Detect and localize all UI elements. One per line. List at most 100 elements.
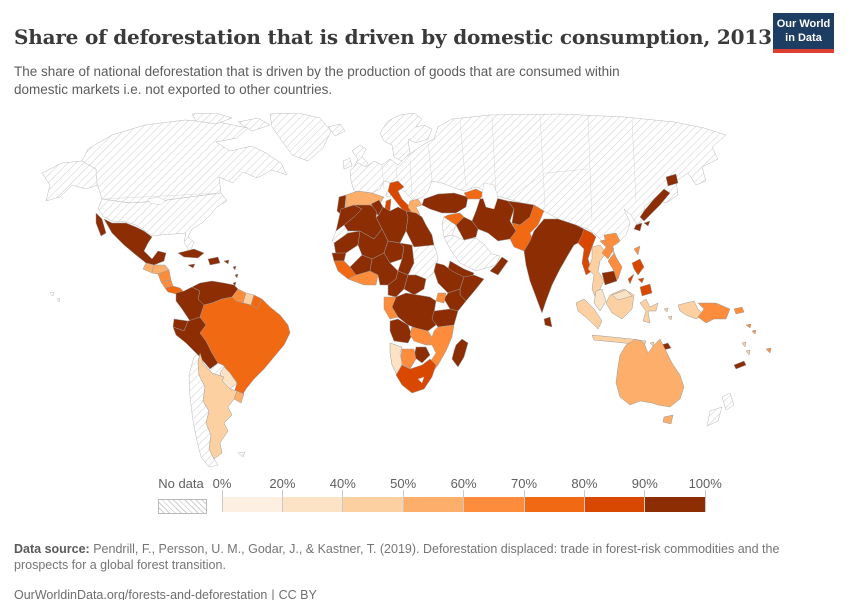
legend-bin[interactable] [403, 497, 464, 512]
country-united-kingdom[interactable] [351, 144, 369, 172]
country-south-africa[interactable] [395, 358, 437, 394]
data-source-label: Data source: [14, 541, 90, 556]
country-malaysia[interactable] [593, 288, 607, 312]
legend-tickmark [583, 490, 585, 512]
legend-tickmark [221, 490, 223, 512]
country-lesser-antilles[interactable] [232, 265, 239, 287]
country-saudi-arabia[interactable] [443, 234, 501, 272]
region-congo-gabon[interactable] [383, 296, 399, 320]
region-eurasia-no-data[interactable] [349, 113, 727, 246]
legend-tickmark [342, 490, 344, 512]
country-uganda[interactable] [435, 292, 447, 304]
footer-link-line: OurWorldinData.org/forests-and-deforesta… [14, 587, 826, 600]
country-papua-new-guinea[interactable] [697, 302, 731, 324]
country-madagascar[interactable] [451, 338, 469, 368]
caspian-sea [481, 182, 499, 210]
country-alaska[interactable] [41, 160, 99, 202]
country-scandinavia[interactable] [379, 112, 433, 162]
country-mexico[interactable] [95, 212, 107, 237]
region-caucasus[interactable] [463, 188, 485, 200]
legend-tick-label: 0% [212, 476, 232, 491]
country-ireland[interactable] [342, 157, 353, 170]
country-fiji[interactable] [765, 347, 772, 354]
country-papua-new-guinea[interactable] [733, 306, 745, 315]
country-vietnam[interactable] [603, 232, 623, 284]
legend-bin[interactable] [342, 497, 404, 512]
country-cuba[interactable] [177, 248, 205, 259]
country-philippines[interactable] [627, 258, 653, 297]
legend-tick-label: 100% [688, 476, 722, 491]
legend-tick-label: 20% [269, 476, 296, 491]
map-legend: No data 0% 20% 40% 50% 60% 70% 80% 90% 100% [0, 476, 850, 516]
legend-tick-label: 50% [390, 476, 417, 491]
country-egypt[interactable] [405, 210, 435, 248]
legend-tick-label: 90% [631, 476, 658, 491]
country-hawaii[interactable] [56, 297, 61, 303]
chart-footer: Data source: Pendrill, F., Persson, U. M… [14, 528, 826, 600]
country-japan[interactable] [633, 173, 679, 232]
country-hispaniola[interactable] [207, 256, 221, 266]
legend-bin[interactable] [463, 497, 524, 512]
legend-bin[interactable] [584, 497, 645, 512]
legend-tick-label: 40% [329, 476, 356, 491]
country-arctic-islands[interactable] [237, 117, 271, 132]
data-source-line: Data source: Pendrill, F., Persson, U. M… [14, 541, 826, 575]
country-senegal[interactable] [331, 252, 347, 262]
country-new-zealand[interactable] [721, 392, 735, 411]
legend-no-data-swatch[interactable] [158, 499, 207, 514]
country-myanmar[interactable] [577, 228, 597, 276]
country-new-caledonia[interactable] [733, 360, 747, 370]
country-central-african-republic[interactable] [403, 274, 427, 296]
country-turkey[interactable] [421, 192, 469, 214]
country-taiwan[interactable] [633, 245, 641, 256]
legend-tick-label: 80% [571, 476, 598, 491]
legend-tickmark [704, 490, 706, 512]
country-solomon-islands[interactable] [745, 323, 757, 335]
country-iceland[interactable] [327, 123, 346, 137]
license-badge: CC BY [278, 587, 317, 600]
legend-bin[interactable] [222, 497, 283, 512]
country-brazil[interactable] [199, 296, 291, 400]
country-indonesia[interactable] [575, 298, 603, 330]
legend-bin[interactable] [524, 497, 585, 512]
country-canada[interactable] [81, 119, 288, 204]
owid-logo-line2: in Data [785, 32, 822, 45]
country-somalia[interactable] [459, 274, 485, 302]
country-angola[interactable] [389, 318, 413, 344]
country-australia[interactable] [662, 414, 674, 425]
country-cambodia[interactable] [601, 270, 618, 286]
country-greenland[interactable] [269, 112, 332, 162]
owid-logo-line1: Our World [776, 18, 831, 30]
country-sri-lanka[interactable] [543, 316, 553, 328]
country-argentina[interactable] [197, 352, 238, 460]
legend-no-data-label: No data [158, 476, 204, 491]
country-oman[interactable] [489, 256, 509, 276]
owid-logo[interactable]: Our World in Data [773, 13, 834, 53]
legend-tickmark [523, 490, 525, 512]
legend-bin[interactable] [644, 497, 706, 512]
country-falkland-islands[interactable] [237, 451, 246, 458]
country-vanuatu[interactable] [741, 341, 751, 356]
page-subtitle: The share of national deforestation that… [14, 63, 620, 98]
country-indonesia[interactable] [639, 298, 673, 324]
country-arctic-islands[interactable] [191, 112, 233, 125]
country-malaysia[interactable] [611, 289, 633, 301]
country-hawaii[interactable] [49, 291, 55, 297]
country-puerto-rico[interactable] [223, 259, 230, 265]
country-greece[interactable] [407, 198, 423, 216]
country-lesotho[interactable] [417, 376, 425, 384]
country-mexico[interactable] [103, 218, 167, 266]
country-australia[interactable] [615, 338, 685, 408]
country-pakistan[interactable] [509, 204, 545, 252]
footer-link[interactable]: OurWorldinData.org/forests-and-deforesta… [14, 587, 268, 600]
country-india[interactable] [523, 218, 589, 314]
legend-bin[interactable] [282, 497, 343, 512]
footer-separator: | [271, 587, 275, 600]
no-data-inner-borders [95, 114, 637, 222]
country-jamaica[interactable] [187, 263, 196, 269]
country-tanzania[interactable] [431, 308, 459, 328]
country-kenya[interactable] [443, 288, 467, 312]
legend-tickmark [644, 490, 646, 512]
country-new-zealand[interactable] [706, 406, 723, 427]
legend-tick-label: 70% [510, 476, 538, 491]
